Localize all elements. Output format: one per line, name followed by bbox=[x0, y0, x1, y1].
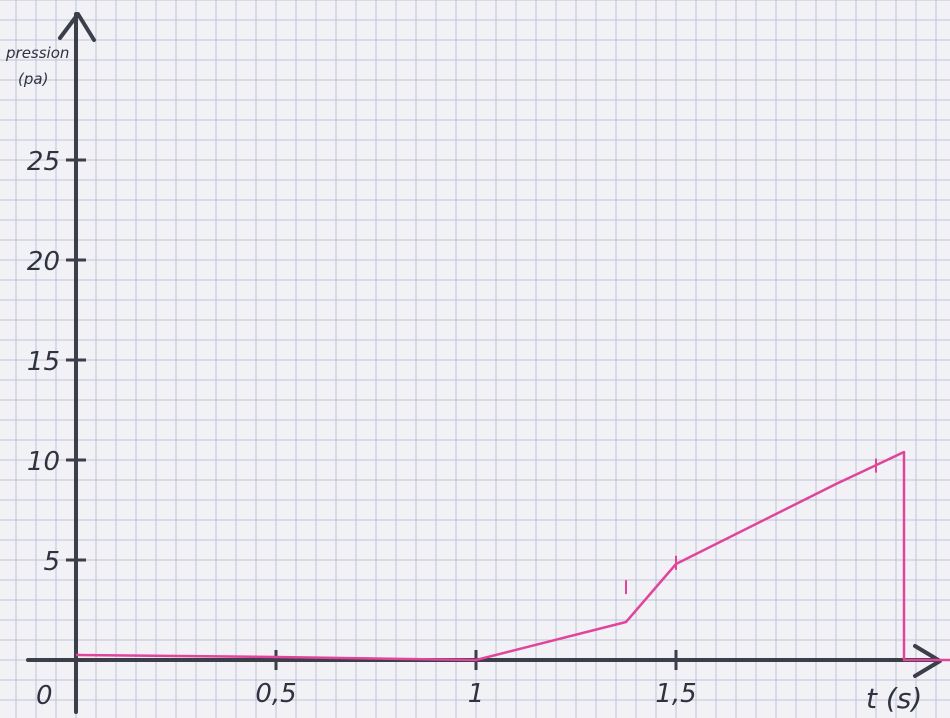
y-axis-label-line2: (pa) bbox=[18, 70, 48, 88]
ticks: 0,5 1 1,5 5 10 15 20 25 bbox=[27, 147, 697, 709]
x-axis-label: t (s) bbox=[866, 682, 922, 715]
x-tick-label: 0,5 bbox=[255, 679, 296, 709]
y-axis-label-line1: pression bbox=[5, 44, 69, 62]
y-tick-label: 20 bbox=[27, 247, 60, 277]
y-tick-label: 15 bbox=[27, 347, 60, 377]
y-tick-label: 25 bbox=[27, 147, 60, 177]
y-tick-label: 5 bbox=[43, 547, 60, 577]
origin-label: 0 bbox=[36, 681, 53, 711]
y-axis-arrow-icon bbox=[58, 12, 96, 42]
curve bbox=[75, 450, 950, 662]
y-tick-label: 10 bbox=[27, 447, 60, 477]
axes bbox=[26, 12, 942, 714]
x-tick-label: 1 bbox=[468, 679, 485, 709]
x-tick-label: 1,5 bbox=[655, 679, 696, 709]
